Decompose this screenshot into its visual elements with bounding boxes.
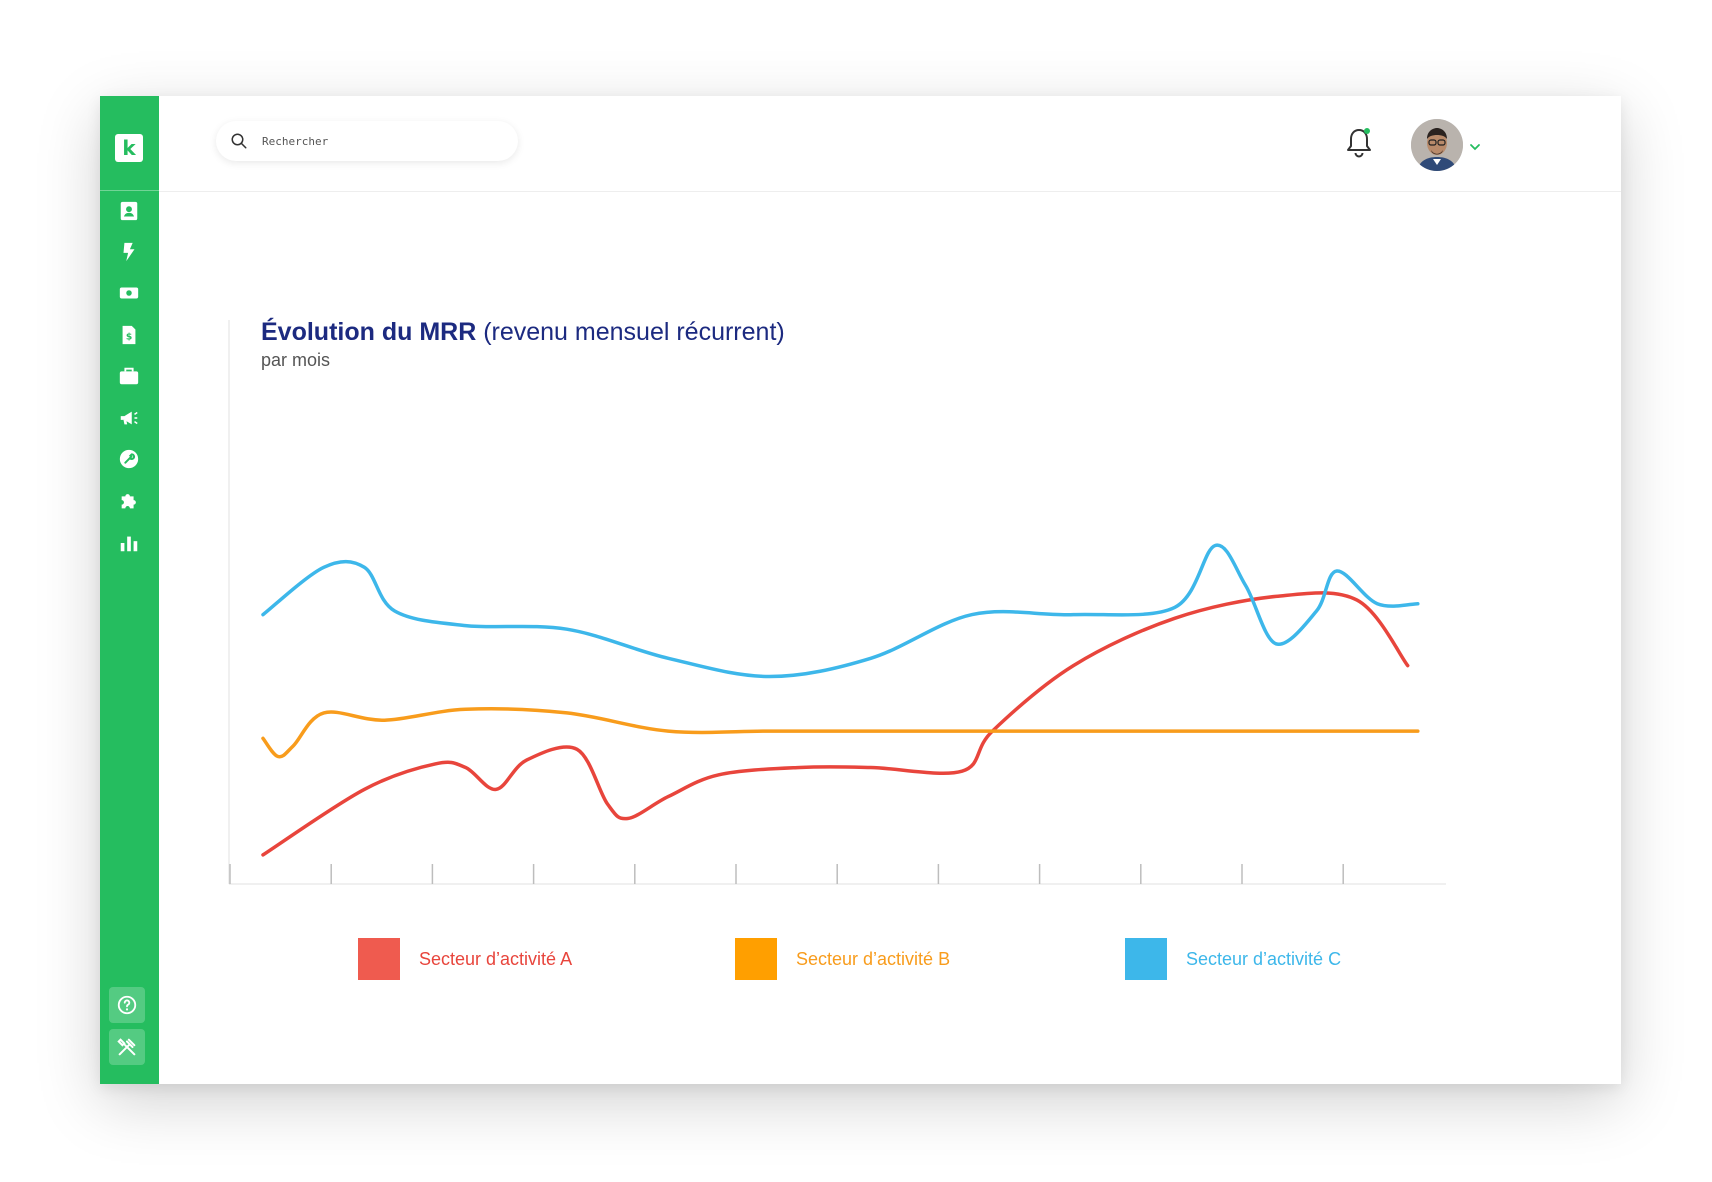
legend-swatch-c: [1125, 938, 1167, 980]
legend-item-b[interactable]: Secteur d’activité B: [735, 938, 950, 980]
search-input[interactable]: [260, 133, 504, 149]
bell-icon: [1347, 129, 1371, 158]
avatar[interactable]: [1411, 119, 1463, 171]
legend-item-c[interactable]: Secteur d’activité C: [1125, 938, 1341, 980]
sidebar-item-reports[interactable]: [114, 528, 144, 558]
notifications-button[interactable]: [1343, 126, 1375, 160]
contacts-icon: [120, 201, 138, 221]
legend-label-a: Secteur d’activité A: [419, 948, 573, 969]
user-avatar-image: [1411, 119, 1463, 171]
legend-label-c: Secteur d’activité C: [1186, 948, 1342, 969]
chart-title: Évolution du MRR (revenu mensuel récurre…: [261, 318, 785, 347]
app-window: k $: [100, 96, 1621, 1084]
notification-dot: [1364, 128, 1370, 134]
topbar: [159, 96, 1621, 192]
help-button[interactable]: [109, 987, 145, 1023]
puzzle-icon: [121, 494, 136, 509]
bar-chart-icon: [120, 536, 138, 552]
tools-icon: [117, 1038, 136, 1056]
sidebar-item-money[interactable]: [114, 278, 144, 308]
legend-label-b: Secteur d’activité B: [796, 948, 951, 969]
chart-title-rest: (revenu mensuel récurrent): [476, 318, 785, 346]
sidebar-divider: [100, 190, 159, 191]
logo-letter: k: [122, 136, 136, 160]
legend-swatch-b: [735, 938, 777, 980]
briefcase-icon: [119, 367, 139, 385]
legend-swatch-a: [358, 938, 400, 980]
sidebar-item-invoice[interactable]: $: [114, 320, 144, 350]
sidebar-item-contacts[interactable]: [114, 196, 144, 226]
megaphone-icon: [120, 411, 138, 425]
chart-subtitle: par mois: [261, 350, 331, 370]
sidebar-item-lightning[interactable]: [114, 237, 144, 267]
sidebar-item-puzzle[interactable]: [114, 486, 144, 516]
svg-text:$: $: [126, 332, 132, 343]
wrench-icon: [119, 449, 139, 469]
legend-item-a[interactable]: Secteur d’activité A: [358, 938, 572, 980]
app-logo[interactable]: k: [115, 134, 143, 162]
sidebar-item-megaphone[interactable]: [114, 403, 144, 433]
chart-title-bold: Évolution du MRR: [261, 318, 477, 346]
sidebar-item-briefcase[interactable]: [114, 361, 144, 391]
search-icon: [231, 133, 247, 149]
search-box[interactable]: [216, 121, 518, 161]
help-icon: [117, 995, 137, 1015]
tools-button[interactable]: [109, 1029, 145, 1065]
lightning-icon: [123, 242, 135, 262]
invoice-icon: $: [122, 325, 136, 345]
sidebar-item-wrench[interactable]: [114, 444, 144, 474]
money-icon: [119, 287, 139, 299]
chevron-down-icon[interactable]: [1468, 140, 1482, 154]
sidebar: k $: [100, 96, 159, 1084]
